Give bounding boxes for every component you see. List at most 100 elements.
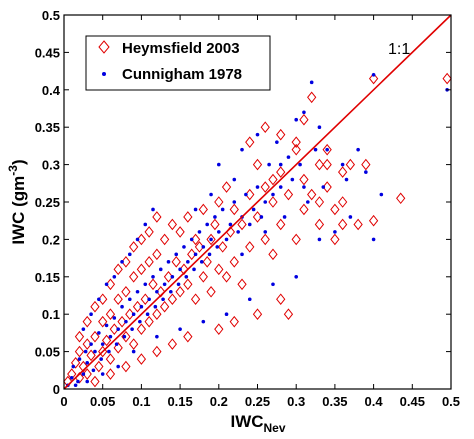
heymsfield-point: [117, 315, 127, 328]
cunnigham-point: [112, 316, 117, 320]
cunnigham-point: [131, 312, 136, 317]
heymsfield-point: [268, 196, 278, 208]
cunnigham-point: [371, 237, 376, 242]
heymsfield-point: [175, 226, 185, 238]
cunnigham-point: [85, 379, 90, 384]
heymsfield-point: [121, 256, 131, 268]
heymsfield-point: [132, 300, 143, 313]
cunnigham-point: [371, 73, 376, 77]
heymsfield-point: [175, 285, 185, 298]
cunnigham-point: [325, 147, 329, 152]
heymsfield-point: [159, 300, 170, 313]
cunnigham-point: [112, 275, 117, 279]
heymsfield-point: [136, 263, 147, 276]
cunnigham-point: [302, 110, 306, 115]
heymsfield-point: [82, 368, 92, 380]
heymsfield-point: [144, 256, 154, 268]
heymsfield-point: [159, 233, 170, 246]
heymsfield-point: [152, 345, 162, 358]
heymsfield-point: [129, 338, 139, 350]
cunnigham-point: [364, 170, 368, 174]
y-tick-label: 0.3: [42, 158, 60, 173]
cunnigham-point: [104, 323, 109, 328]
cunnigham-point: [321, 185, 326, 189]
heymsfield-point: [221, 181, 232, 193]
heymsfield-point: [194, 241, 205, 253]
cunnigham-point: [77, 357, 82, 361]
heymsfield-point: [190, 233, 201, 246]
cunnigham-point: [309, 80, 314, 85]
cunnigham-point: [192, 267, 196, 272]
heymsfield-point: [94, 360, 104, 373]
cunnigham-point: [189, 237, 194, 242]
heymsfield-point: [276, 128, 286, 141]
heymsfield-point: [260, 233, 270, 246]
y-tick-label: 0: [53, 382, 60, 397]
legend-marker-cunnigham: [102, 72, 106, 76]
cunnigham-point: [93, 349, 97, 354]
heymsfield-point: [167, 218, 178, 231]
cunnigham-point: [122, 334, 127, 339]
cunnigham-point: [247, 297, 252, 302]
cunnigham-point: [135, 289, 140, 294]
heymsfield-point: [163, 270, 174, 283]
cunnigham-point: [127, 297, 132, 302]
cunnigham-point: [120, 260, 124, 264]
legend-marker-heymsfield: [98, 40, 110, 54]
heymsfield-point: [322, 143, 332, 156]
cunnigham-point: [205, 222, 209, 227]
heymsfield-point: [260, 181, 270, 193]
cunnigham-point: [138, 319, 142, 324]
heymsfield-point: [82, 315, 92, 328]
heymsfield-point: [299, 173, 309, 186]
heymsfield-point: [299, 203, 309, 216]
x-tick-label: 0: [60, 394, 67, 409]
heymsfield-point: [330, 233, 340, 246]
cunnigham-point: [120, 304, 124, 309]
cunnigham-point: [255, 132, 260, 137]
cunnigham-point: [143, 222, 148, 227]
heymsfield-point: [90, 330, 100, 343]
x-tick-label: 0.5: [442, 394, 460, 409]
cunnigham-point: [232, 200, 237, 204]
heymsfield-point: [252, 158, 263, 171]
cunnigham-point: [278, 162, 283, 167]
cunnigham-point: [170, 275, 175, 279]
heymsfield-point: [291, 143, 301, 156]
heymsfield-point: [337, 218, 348, 231]
heymsfield-point: [345, 158, 356, 171]
cunnigham-point: [356, 147, 360, 152]
heymsfield-point: [202, 256, 212, 268]
cunnigham-point: [151, 207, 155, 212]
cunnigham-point: [99, 357, 103, 361]
cunnigham-point: [89, 312, 93, 317]
cunnigham-point: [145, 312, 150, 317]
heymsfield-point: [105, 308, 116, 321]
heymsfield-point: [82, 338, 92, 350]
heymsfield-point: [183, 330, 193, 343]
cunnigham-point: [240, 147, 244, 152]
heymsfield-point: [206, 285, 216, 298]
cunnigham-point: [207, 252, 212, 257]
heymsfield-point: [337, 196, 348, 208]
cunnigham-point: [271, 192, 275, 197]
heymsfield-point: [252, 211, 263, 223]
cunnigham-point: [340, 162, 345, 167]
cunnigham-point: [244, 192, 248, 197]
cunnigham-point: [217, 230, 221, 234]
cunnigham-point: [69, 375, 74, 380]
cunnigham-point: [124, 319, 128, 324]
heymsfield-point: [113, 263, 123, 276]
heymsfield-point: [314, 196, 325, 208]
heymsfield-point: [322, 158, 332, 171]
cunnigham-point: [228, 222, 233, 227]
cunnigham-point: [114, 342, 119, 346]
heymsfield-point: [90, 300, 100, 313]
cunnigham-point: [232, 177, 237, 182]
one-to-one-label: 1:1: [388, 41, 410, 58]
heymsfield-point: [171, 256, 181, 268]
cunnigham-point: [215, 245, 220, 249]
cunnigham-point: [201, 245, 206, 249]
y-tick-label: 0.45: [35, 45, 60, 60]
y-tick-label: 0.25: [35, 195, 60, 210]
